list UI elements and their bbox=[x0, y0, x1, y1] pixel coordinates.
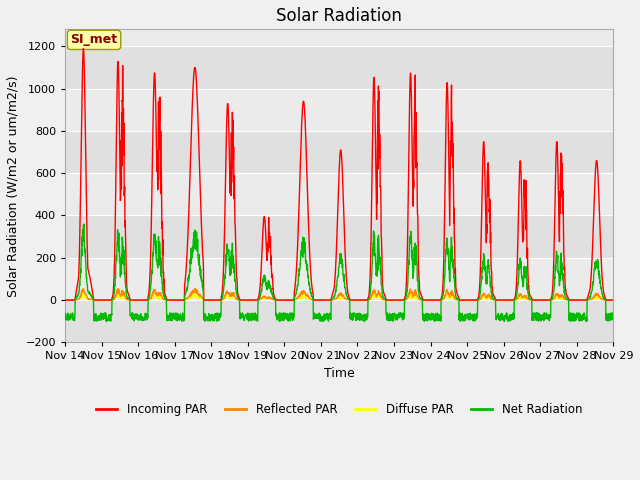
Bar bbox=[65, 46, 613, 88]
Bar bbox=[65, 88, 613, 131]
Bar bbox=[65, 173, 613, 216]
Bar bbox=[65, 216, 613, 258]
Bar bbox=[65, 258, 613, 300]
Bar bbox=[65, 300, 613, 342]
Text: SI_met: SI_met bbox=[70, 34, 118, 47]
X-axis label: Time: Time bbox=[324, 367, 355, 380]
Legend: Incoming PAR, Reflected PAR, Diffuse PAR, Net Radiation: Incoming PAR, Reflected PAR, Diffuse PAR… bbox=[92, 398, 587, 421]
Y-axis label: Solar Radiation (W/m2 or um/m2/s): Solar Radiation (W/m2 or um/m2/s) bbox=[7, 75, 20, 297]
Bar bbox=[65, 131, 613, 173]
Bar bbox=[65, 4, 613, 46]
Title: Solar Radiation: Solar Radiation bbox=[276, 7, 402, 25]
